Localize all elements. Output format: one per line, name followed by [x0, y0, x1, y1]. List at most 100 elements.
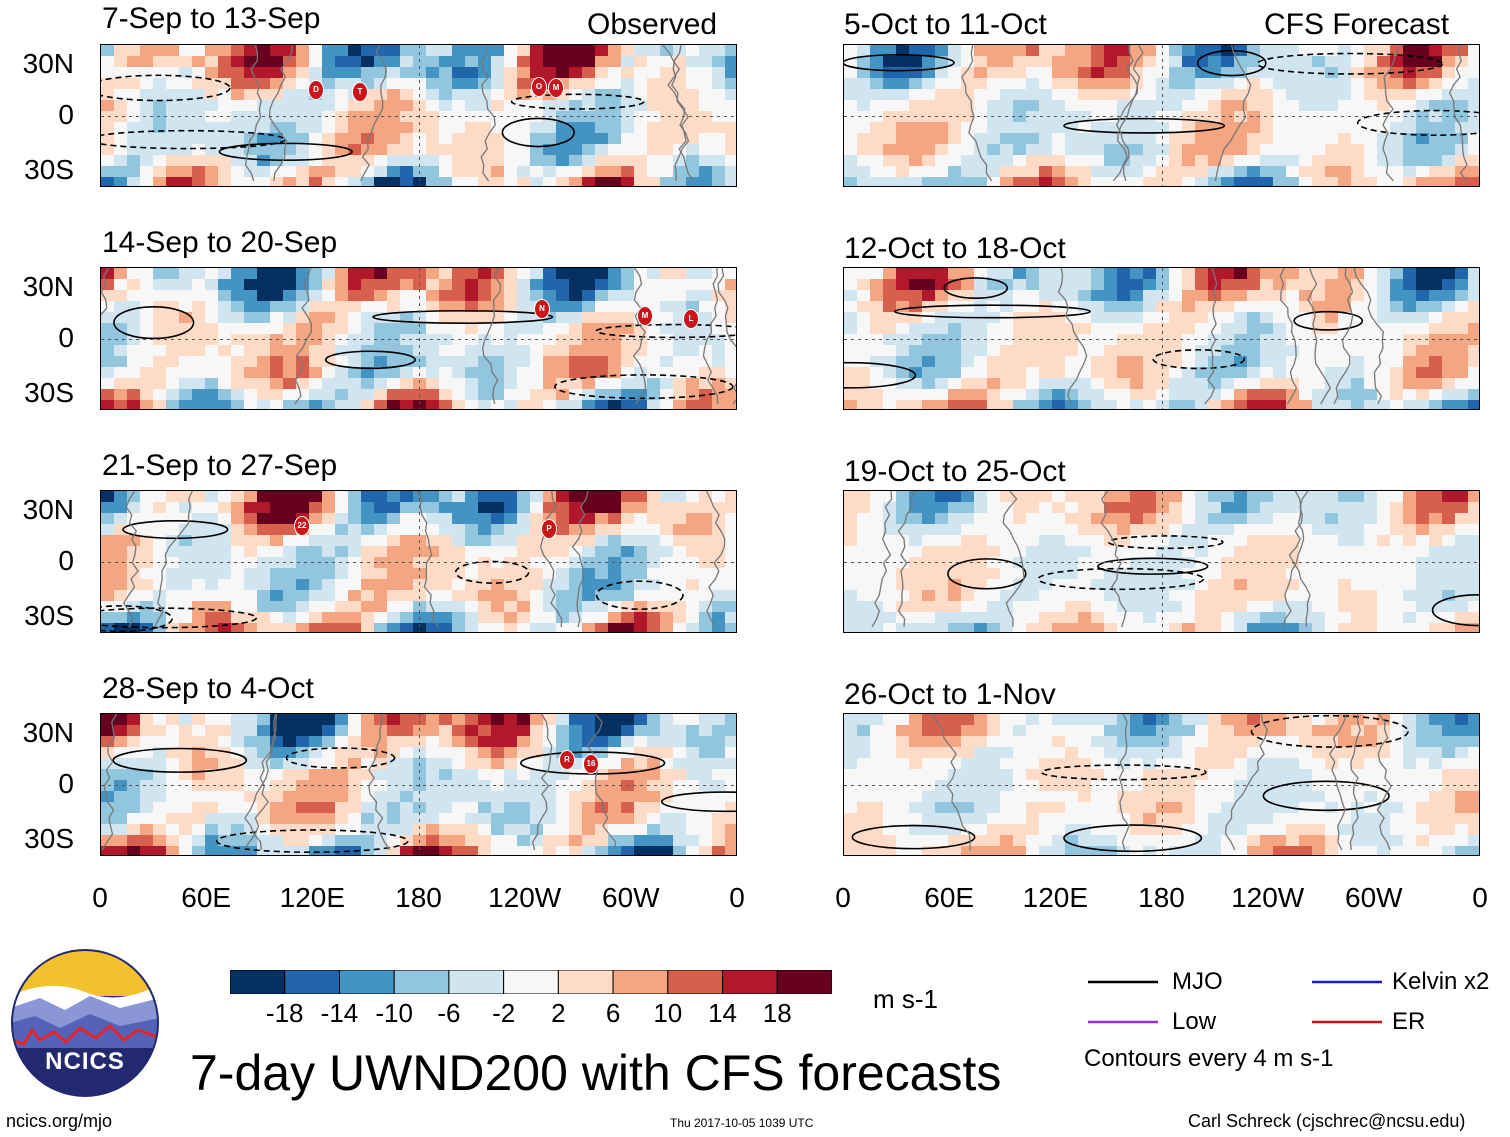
heatmap-cell [660, 502, 674, 514]
heatmap-cell [478, 736, 492, 748]
heatmap-cell [1013, 524, 1027, 536]
heatmap-cell [1299, 491, 1313, 503]
heatmap-cell [244, 535, 258, 547]
heatmap-cell [374, 813, 388, 825]
heatmap-cell [1026, 802, 1040, 814]
heatmap-cell [1182, 301, 1196, 313]
heatmap-cell [686, 835, 700, 847]
heatmap-cell [101, 268, 115, 280]
heatmap-cell [504, 100, 518, 112]
heatmap-cell [192, 824, 206, 836]
heatmap-cell [1195, 312, 1209, 324]
heatmap-cell [647, 546, 661, 558]
heatmap-cell [1442, 345, 1456, 357]
heatmap-cell [439, 623, 453, 632]
heatmap-cell [1130, 612, 1144, 624]
heatmap-cell [844, 268, 858, 280]
heatmap-cell [712, 290, 726, 302]
heatmap-cell [361, 513, 375, 525]
heatmap-cell [1104, 177, 1118, 186]
heatmap-cell [413, 155, 427, 167]
heatmap-cell [896, 389, 910, 401]
heatmap-cell [582, 725, 596, 737]
heatmap-cell [1403, 758, 1417, 770]
heatmap-cell [1013, 502, 1027, 514]
heatmap-cell [1117, 356, 1131, 368]
heatmap-cell [634, 802, 648, 814]
heatmap-cell [935, 166, 949, 178]
heatmap-cell [1312, 144, 1326, 156]
heatmap-cell [127, 111, 141, 123]
heatmap-cell [1429, 546, 1443, 558]
heatmap-cell [725, 144, 736, 156]
heatmap-cell [1442, 601, 1456, 613]
heatmap-cell [322, 612, 336, 624]
heatmap-cell [1312, 78, 1326, 90]
heatmap-cell [465, 601, 479, 613]
heatmap-cell [1455, 177, 1469, 186]
mjo-contour [216, 829, 409, 854]
heatmap-cell [1078, 367, 1092, 379]
heatmap-cell [857, 623, 871, 632]
heatmap-cell [517, 736, 531, 748]
heatmap-cell [1299, 166, 1313, 178]
heatmap-cell [1403, 78, 1417, 90]
heatmap-cell [883, 579, 897, 591]
heatmap-cell [1247, 45, 1261, 57]
heatmap-cell [361, 45, 375, 57]
heatmap-cell [1104, 389, 1118, 401]
heatmap-cell [1377, 367, 1391, 379]
heatmap-cell [530, 56, 544, 68]
heatmap-cell [413, 524, 427, 536]
heatmap-cell [244, 758, 258, 770]
heatmap-cell [426, 345, 440, 357]
heatmap-cell [1117, 133, 1131, 145]
heatmap-cell [504, 389, 518, 401]
heatmap-cell [1351, 791, 1365, 803]
heatmap-cell [987, 78, 1001, 90]
heatmap-cell [127, 568, 141, 580]
heatmap-cell [504, 769, 518, 781]
heatmap-cell [1143, 612, 1157, 624]
heatmap-cell [1442, 89, 1456, 101]
heatmap-cell [1442, 144, 1456, 156]
heatmap-cell [491, 813, 505, 825]
heatmap-cell [1052, 546, 1066, 558]
heatmap-cell [1468, 279, 1479, 291]
heatmap-cell [987, 747, 1001, 759]
heatmap-cell [1273, 78, 1287, 90]
heatmap-cell [870, 568, 884, 580]
heatmap-cell [452, 568, 466, 580]
heatmap-cell [712, 345, 726, 357]
heatmap-cell [1377, 345, 1391, 357]
heatmap-cell [1468, 736, 1479, 748]
heatmap-cell [556, 100, 570, 112]
heatmap-cell [1299, 56, 1313, 68]
heatmap-cell [504, 513, 518, 525]
heatmap-cell [582, 714, 596, 726]
heatmap-cell [1169, 579, 1183, 591]
heatmap-cell [647, 177, 661, 186]
heatmap-cell [270, 714, 284, 726]
heatmap-cell [374, 155, 388, 167]
heatmap-cell [348, 835, 362, 847]
heatmap-cell [1468, 378, 1479, 390]
heatmap-cell [530, 323, 544, 335]
heatmap-cell [1429, 367, 1443, 379]
heatmap-cell [1117, 491, 1131, 503]
heatmap-cell [634, 769, 648, 781]
heatmap-cell [660, 78, 674, 90]
heatmap-cell [452, 758, 466, 770]
heatmap-cell [870, 535, 884, 547]
heatmap-cell [127, 100, 141, 112]
heatmap-cell [543, 824, 557, 836]
heatmap-cell [127, 45, 141, 57]
heatmap-cell [1065, 579, 1079, 591]
heatmap-cell [857, 769, 871, 781]
heatmap-cell [1364, 268, 1378, 280]
heatmap-cell [909, 122, 923, 134]
heatmap-cell [1013, 166, 1027, 178]
heatmap-cell [192, 67, 206, 79]
heatmap-cell [870, 78, 884, 90]
heatmap-cell [1286, 144, 1300, 156]
